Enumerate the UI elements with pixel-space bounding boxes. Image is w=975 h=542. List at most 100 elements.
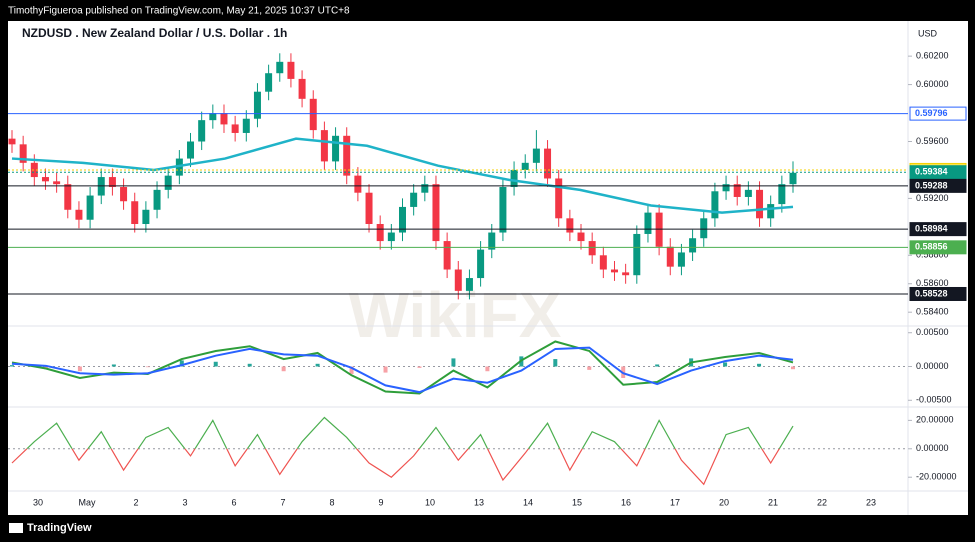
candle-body xyxy=(465,278,473,291)
candle-body xyxy=(153,189,161,210)
histogram-bar xyxy=(417,366,422,368)
candle-body xyxy=(53,181,61,185)
candle-body xyxy=(711,191,719,219)
footer-brand: TradingView xyxy=(27,522,92,534)
candle-body xyxy=(454,269,462,291)
candle-body xyxy=(131,201,139,224)
x-tick-label: 14 xyxy=(523,497,533,507)
x-tick-label: 9 xyxy=(378,497,383,507)
x-tick-label: 2 xyxy=(133,497,138,507)
level-label: 0.59288 xyxy=(915,180,948,190)
histogram-bar xyxy=(723,362,728,367)
candle-body xyxy=(756,189,764,219)
oscillator-line-up xyxy=(26,416,794,449)
candle-body xyxy=(677,252,685,267)
candle-body xyxy=(633,233,641,276)
candle-body xyxy=(265,73,273,92)
chart-title: NZDUSD . New Zealand Dollar / U.S. Dolla… xyxy=(22,26,287,40)
y-tick-label: 0.58800 xyxy=(916,250,949,260)
candle-body xyxy=(209,113,217,121)
candle-body xyxy=(343,135,351,176)
candle-body xyxy=(8,138,16,145)
candle-body xyxy=(532,148,540,163)
candle-body xyxy=(544,148,552,179)
candle-body xyxy=(644,212,652,234)
candle-body xyxy=(577,232,585,242)
candle-body xyxy=(320,130,328,162)
candle-body xyxy=(41,177,49,182)
y-tick-label: 0.59200 xyxy=(916,193,949,203)
moving-average xyxy=(11,137,794,214)
y-tick-label: 0.00000 xyxy=(916,361,949,371)
y-tick-label: 0.58600 xyxy=(916,278,949,288)
level-label-box xyxy=(909,106,967,121)
candle-body xyxy=(64,184,72,210)
header-text: TimothyFigueroa published on TradingView… xyxy=(8,6,350,17)
histogram-bar xyxy=(77,366,82,372)
x-tick-label: 8 xyxy=(329,497,334,507)
level-label: 0.58856 xyxy=(915,242,948,252)
candle-body xyxy=(733,184,741,197)
candle-body xyxy=(588,241,596,256)
candle-body xyxy=(30,162,38,178)
x-tick-label: 15 xyxy=(572,497,582,507)
candle-body xyxy=(510,169,518,188)
histogram-bar xyxy=(179,360,184,367)
candle-body xyxy=(499,187,507,233)
histogram-bar xyxy=(213,361,218,367)
histogram-bar xyxy=(247,363,252,367)
candle-body xyxy=(599,255,607,270)
x-tick-label: May xyxy=(78,497,96,507)
candle-body xyxy=(744,189,752,197)
candle-body xyxy=(655,212,663,247)
candle-body xyxy=(276,61,284,74)
candle-body xyxy=(164,175,172,190)
candle-body xyxy=(689,238,697,253)
candle-body xyxy=(75,209,83,220)
x-tick-label: 20 xyxy=(719,497,729,507)
candle-body xyxy=(142,209,150,224)
level-label-box xyxy=(909,222,967,237)
level-label-box xyxy=(909,165,967,180)
x-tick-label: 30 xyxy=(33,497,43,507)
histogram-bar xyxy=(757,363,762,367)
candle-body xyxy=(354,175,362,193)
level-label: 0.59796 xyxy=(915,108,948,118)
candle-body xyxy=(399,206,406,233)
candle-body xyxy=(242,118,250,133)
candle-body xyxy=(86,195,94,220)
candle-body xyxy=(700,218,708,239)
y-tick-label: 0.00500 xyxy=(916,327,949,337)
watermark: WikiFX xyxy=(349,279,562,351)
candle-body xyxy=(387,232,395,242)
level-label: 0.59384 xyxy=(915,167,948,177)
candle-body xyxy=(622,272,630,276)
candle-body xyxy=(666,246,674,267)
level-label: 0.58528 xyxy=(915,288,948,298)
chart-area xyxy=(8,21,968,515)
candle-body xyxy=(365,192,373,224)
y-tick-label: 20.00000 xyxy=(916,415,954,425)
candle-body xyxy=(521,162,529,170)
x-tick-label: 16 xyxy=(621,497,631,507)
histogram-bar xyxy=(281,366,286,372)
level-label: 0.58984 xyxy=(915,223,948,233)
x-tick-label: 23 xyxy=(866,497,876,507)
x-tick-label: 10 xyxy=(425,497,435,507)
candle-body xyxy=(566,218,574,233)
histogram-bar xyxy=(655,364,660,367)
y-tick-label: 0.60200 xyxy=(916,51,949,61)
candle-body xyxy=(231,124,239,133)
macd-line xyxy=(11,346,794,394)
histogram-bar xyxy=(451,358,456,367)
histogram-bar xyxy=(145,366,150,368)
histogram-bar xyxy=(791,366,795,370)
histogram-bar xyxy=(111,364,116,367)
candle-body xyxy=(120,187,128,202)
candle-body xyxy=(332,135,340,162)
candle-body xyxy=(187,141,195,159)
candle-body xyxy=(555,178,563,219)
candle-body xyxy=(488,232,496,250)
candle-body xyxy=(253,91,261,119)
